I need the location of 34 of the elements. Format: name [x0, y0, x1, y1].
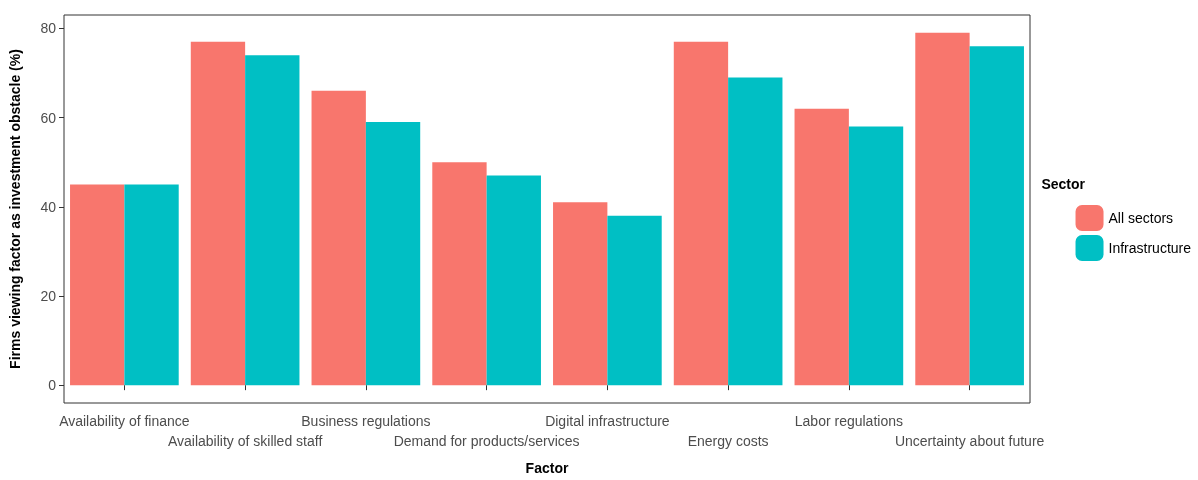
bar: [794, 108, 849, 386]
bar: [124, 184, 179, 386]
y-tick-label: 20: [40, 287, 57, 304]
legend-label: All sectors: [1108, 210, 1174, 226]
legend-label: Infrastructure: [1108, 240, 1192, 256]
bar: [728, 77, 783, 386]
x-tick-label: Availability of finance: [59, 413, 190, 429]
x-tick-label: Business regulations: [301, 413, 431, 429]
bar: [969, 46, 1024, 386]
y-tick-label: 40: [40, 198, 57, 215]
bar: [553, 202, 608, 386]
x-tick-label: Uncertainty about future: [894, 433, 1045, 449]
x-tick-label: Energy costs: [687, 433, 769, 449]
bar: [190, 41, 246, 386]
bar: [365, 122, 421, 386]
y-axis-title: Firms viewing factor as investment obstacle (%): [7, 49, 23, 369]
bar: [432, 162, 487, 386]
bar: [673, 41, 729, 386]
bar: [311, 90, 366, 386]
x-tick-label: Availability of skilled staff: [167, 433, 323, 449]
y-tick-label: 80: [40, 20, 57, 37]
x-tick-label: Digital infrastructure: [545, 413, 670, 429]
bar: [70, 184, 125, 386]
x-tick-label: Labor regulations: [794, 413, 903, 429]
bar: [848, 126, 904, 386]
y-tick-label: 60: [40, 109, 57, 126]
x-tick-label: Demand for products/services: [393, 433, 580, 449]
bar: [607, 215, 662, 386]
y-tick-label: 0: [48, 377, 57, 394]
legend-title: Sector: [1041, 176, 1086, 192]
bar: [915, 32, 970, 386]
x-axis-title: Factor: [525, 460, 569, 476]
bar: [486, 175, 541, 386]
bar: [245, 55, 300, 386]
